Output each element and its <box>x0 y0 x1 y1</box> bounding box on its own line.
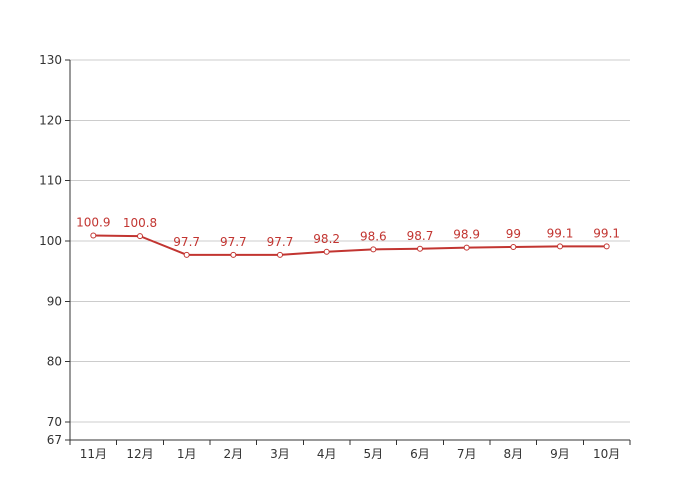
y-tick-label: 120 <box>39 113 62 127</box>
y-tick-label: 90 <box>47 294 62 308</box>
data-point <box>323 248 330 255</box>
x-tick-label: 4月 <box>317 447 337 461</box>
data-label: 99 <box>506 227 521 241</box>
y-tick-label: 100 <box>39 234 62 248</box>
data-point <box>463 244 470 251</box>
data-point <box>137 233 143 240</box>
data-label: 98.9 <box>453 228 480 242</box>
x-tick-label: 5月 <box>364 447 384 461</box>
x-tick-label: 10月 <box>593 447 620 461</box>
data-label: 97.7 <box>220 235 247 249</box>
data-point <box>557 243 563 250</box>
data-label: 98.2 <box>313 232 340 246</box>
data-point <box>183 251 190 258</box>
y-tick-label: 67 <box>47 433 62 447</box>
data-point <box>603 243 610 250</box>
data-label: 97.7 <box>267 235 294 249</box>
x-tick-label: 3月 <box>270 447 290 461</box>
y-tick-label: 80 <box>47 355 62 369</box>
series-layer: 100.9 100.8 97.7 97.7 97.7 98.2 98.6 98.7 98.9 99… <box>76 216 620 258</box>
data-point <box>230 251 237 258</box>
x-tick-label: 6月 <box>410 447 430 461</box>
data-point <box>510 243 517 250</box>
grid-lines <box>70 59 630 423</box>
x-tick-label: 1月 <box>177 447 197 461</box>
series-line <box>93 234 607 256</box>
x-tick-label: 11月 <box>80 447 107 461</box>
x-tick-label: 2月 <box>224 447 244 461</box>
data-label: 97.7 <box>173 235 200 249</box>
data-point <box>277 251 283 258</box>
data-point <box>90 232 97 239</box>
y-tick-label: 70 <box>47 415 62 429</box>
x-tick-label: 9月 <box>550 447 570 461</box>
data-label: 99.1 <box>547 226 574 240</box>
x-tick-label: 8月 <box>504 447 524 461</box>
axes: 67 70 80 90 100 110 120 130 11月 12月 1月 2月 3月 4月 5月 6月 7月… <box>39 53 631 461</box>
y-tick-label: 130 <box>39 53 62 67</box>
data-point <box>370 246 377 253</box>
data-label: 98.7 <box>407 229 434 243</box>
data-label: 99.1 <box>593 226 620 240</box>
x-tick-label: 12月 <box>126 447 153 461</box>
data-point <box>417 245 423 252</box>
data-label: 100.8 <box>123 216 157 230</box>
data-label: 100.9 <box>76 216 110 230</box>
x-tick-label: 7月 <box>457 447 477 461</box>
y-tick-label: 110 <box>39 174 62 188</box>
data-label: 98.6 <box>360 229 387 243</box>
